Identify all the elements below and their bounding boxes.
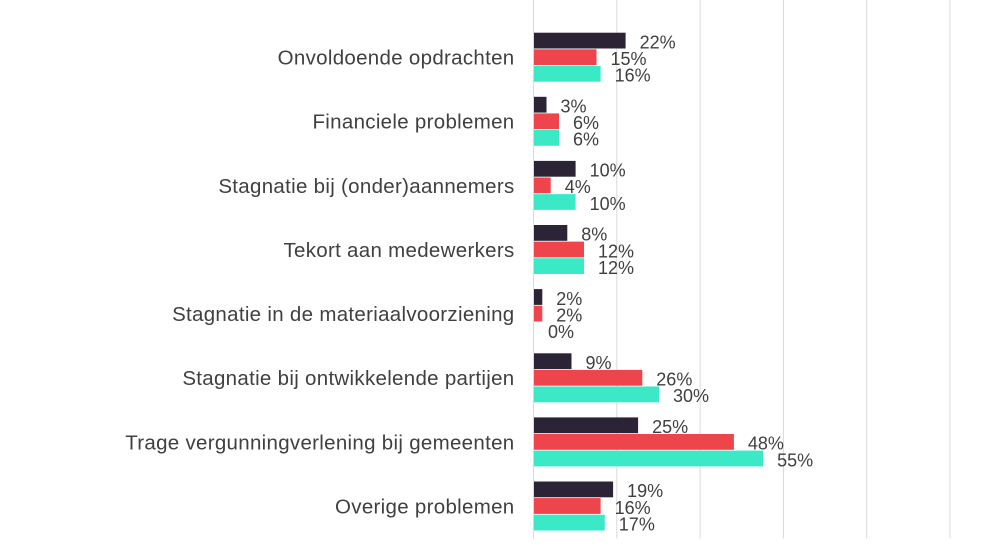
svg-text:Trage vergunningverlening bij: Trage vergunningverlening bij gemeenten xyxy=(125,431,514,454)
svg-text:10%: 10% xyxy=(590,161,626,181)
svg-text:6%: 6% xyxy=(573,130,599,150)
svg-text:2%: 2% xyxy=(556,305,582,325)
svg-text:30%: 30% xyxy=(673,386,709,406)
svg-text:Financiele problemen: Financiele problemen xyxy=(312,111,514,134)
svg-text:55%: 55% xyxy=(777,450,813,470)
svg-text:Stagnatie bij ontwikkelende pa: Stagnatie bij ontwikkelende partijen xyxy=(182,367,514,390)
svg-text:16%: 16% xyxy=(615,498,651,518)
svg-text:48%: 48% xyxy=(748,434,784,454)
svg-text:26%: 26% xyxy=(656,370,692,390)
svg-text:Tekort aan medewerkers: Tekort aan medewerkers xyxy=(283,239,514,262)
svg-text:Onvoldoende opdrachten: Onvoldoende opdrachten xyxy=(278,47,515,70)
svg-text:4%: 4% xyxy=(565,177,591,197)
svg-text:22%: 22% xyxy=(640,32,676,52)
svg-text:17%: 17% xyxy=(619,514,655,534)
svg-text:16%: 16% xyxy=(615,66,651,86)
svg-text:Stagnatie bij (onder)aannemers: Stagnatie bij (onder)aannemers xyxy=(218,175,514,198)
svg-text:2%: 2% xyxy=(556,289,582,309)
svg-text:6%: 6% xyxy=(573,113,599,133)
svg-text:25%: 25% xyxy=(652,417,688,437)
svg-text:10%: 10% xyxy=(590,194,626,214)
svg-text:12%: 12% xyxy=(598,258,634,278)
svg-text:3%: 3% xyxy=(561,97,587,117)
svg-text:19%: 19% xyxy=(627,481,663,501)
svg-text:Overige problemen: Overige problemen xyxy=(335,495,514,518)
svg-text:8%: 8% xyxy=(581,225,607,245)
svg-text:15%: 15% xyxy=(611,49,647,69)
svg-text:Stagnatie in de materiaalvoorz: Stagnatie in de materiaalvoorziening xyxy=(172,303,514,326)
svg-text:0%: 0% xyxy=(548,322,574,342)
svg-text:12%: 12% xyxy=(598,241,634,261)
svg-text:9%: 9% xyxy=(586,353,612,373)
